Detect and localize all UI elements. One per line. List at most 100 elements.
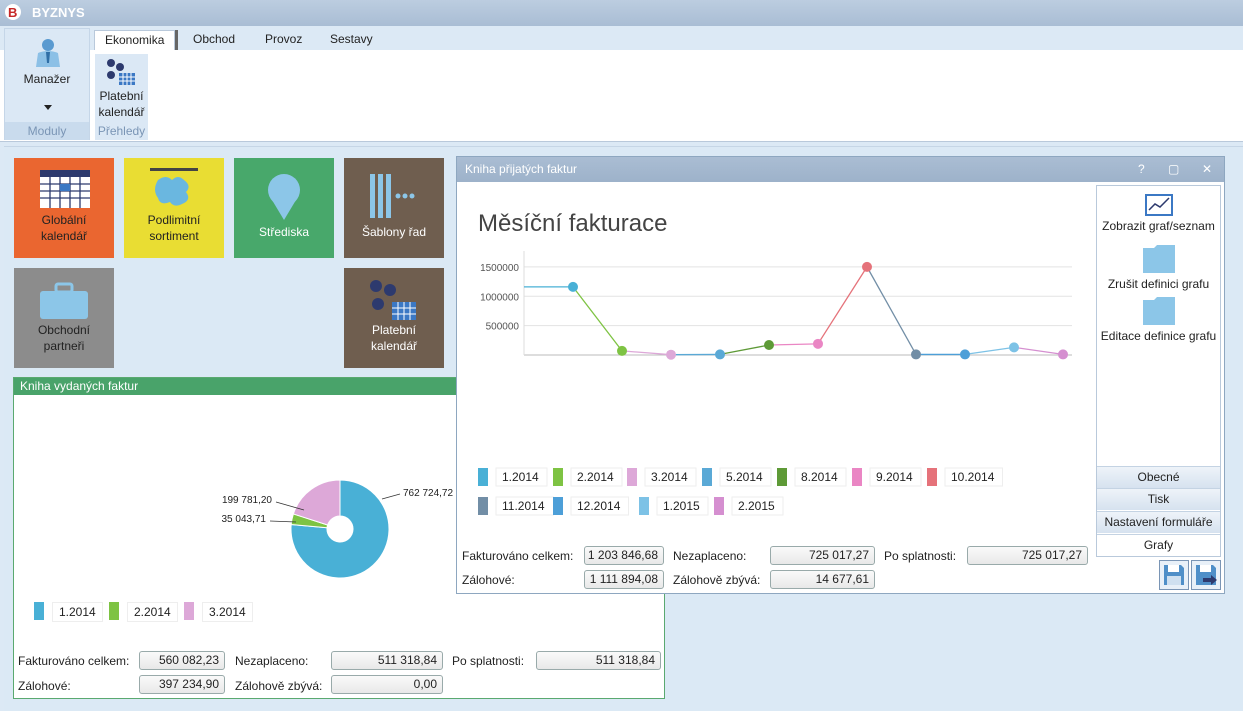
platebni-kalendar-button[interactable]: Platební kalendář [95,88,148,120]
nezaplaceno-field[interactable]: 725 017,27 [770,546,875,565]
folder-icon [1142,245,1175,273]
pie-slice [290,479,390,579]
zalohove-label: Zálohové: [18,679,71,693]
legend-label: 2.2015 [738,499,775,513]
prehledy-group: Platební kalendář Přehledy [95,54,148,140]
window-title: Kniha přijatých faktur [457,157,1224,182]
data-point [1058,349,1068,360]
manager-button[interactable]: Manažer [23,72,71,86]
fakturovano-field[interactable]: 560 082,23 [139,651,225,670]
legend-box [944,467,1003,487]
legend-box [495,467,548,487]
pie-leader-line [381,493,401,500]
legend-label: 11.2014 [502,499,545,513]
y-tick-label: 1000000 [480,292,519,303]
zalohove-label: Zálohové: [462,573,515,587]
payment-calendar-icon[interactable] [105,57,139,87]
payment-calendar-icon [370,280,416,320]
pie-chart: 762 724,72 199 781,20 35 043,71 [222,479,453,579]
app-logo: B [5,4,21,20]
window-title-text: Kniha přijatých faktur [465,162,578,176]
chart-title: Měsíční fakturace [478,210,667,237]
nezaplaceno-label: Nezaplaceno: [673,549,747,563]
tab-obchod[interactable]: Obchod [193,32,236,46]
zbyva-field[interactable]: 0,00 [331,675,443,694]
ribbon-body [0,50,1243,142]
legend-label: 2.2014 [127,602,178,622]
tile-strediska[interactable]: Střediska [234,158,334,258]
zalohove-field[interactable]: 1 111 894,08 [584,570,664,589]
series-line [572,286,623,352]
series-line [1013,346,1064,356]
tab-provoz[interactable]: Provoz [265,32,303,46]
tab-grafy[interactable]: Grafy [1097,534,1220,556]
series-icon [370,174,415,218]
zobrazit-graf-button[interactable]: Zobrazit graf/seznam [1097,194,1220,233]
zalohove-field[interactable]: 397 234,90 [139,675,225,694]
tile-sablony-rad[interactable]: Šablony řad [344,158,444,258]
maximize-icon[interactable]: ▢ [1168,162,1180,176]
tile-label-1: Střediska [258,225,310,239]
series-line [621,350,672,356]
zbyva-label: Zálohově zbývá: [673,573,761,587]
legend-swatch [714,497,724,515]
posplatnosti-field[interactable]: 511 318,84 [536,651,661,670]
tab-ekonomika[interactable]: Ekonomika [94,30,176,50]
legend-swatch [927,468,937,486]
tile-label-1: Obchodní [37,323,91,337]
zrusit-definici-button[interactable]: Zrušit definici grafu [1097,244,1220,291]
briefcase-icon [40,282,88,319]
series-line [817,266,868,345]
tile-obchodni-partneri[interactable]: Obchodní partneři [14,268,114,368]
fakturovano-field[interactable]: 1 203 846,68 [584,546,664,565]
data-point [960,349,970,360]
close-icon[interactable]: ✕ [1202,162,1213,176]
tile-podlimitni-sortiment[interactable]: Podlimitní sortiment [124,158,224,258]
data-point [764,340,774,351]
legend-box [644,467,697,487]
data-point [1009,342,1019,353]
folder-icon [1142,297,1175,325]
pie-leader-line [275,501,305,511]
tile-platebni-kalendar[interactable]: Platební kalendář [344,268,444,368]
tile-label-1: Globální [41,213,87,227]
help-icon[interactable]: ? [1138,162,1145,176]
editace-definice-button[interactable]: Editace definice grafu [1097,296,1220,343]
legend-swatch [852,468,862,486]
title-bar: B BYZNYS [0,0,1243,26]
zbyva-field[interactable]: 14 677,61 [770,570,875,589]
legend-swatch [702,468,712,486]
dropdown-arrow-icon[interactable] [44,105,52,110]
tab-obecne[interactable]: Obecné [1097,466,1220,488]
legend-label: 1.2015 [663,499,700,513]
save-and-close-icon[interactable] [1191,560,1221,590]
fakturovano-label: Fakturováno celkem: [18,654,130,668]
tile-label-1: Podlimitní [147,213,201,227]
legend-label: 3.2014 [202,602,253,622]
legend-box [570,467,623,487]
nezaplaceno-field[interactable]: 511 318,84 [331,651,443,670]
y-tick-label: 1500000 [480,263,519,274]
legend-swatch [639,497,649,515]
manager-icon [36,39,60,67]
tab-tisk[interactable]: Tisk [1097,488,1220,510]
calendar-icon [40,170,90,208]
chart-icon [1144,194,1173,216]
moduly-group: Manažer Moduly [4,28,90,140]
tab-sestavy[interactable]: Sestavy [330,32,373,46]
posplatnosti-field[interactable]: 725 017,27 [967,546,1088,565]
pie-data-label: 35 043,71 [222,514,267,525]
legend-swatch [553,497,563,515]
series-line [719,344,770,356]
legend-label: 9.2014 [876,470,913,484]
save-icon[interactable] [1159,560,1189,590]
legend-label: 1.2014 [502,470,539,484]
side-panel: Zobrazit graf/seznam Zrušit definici gra… [1096,185,1221,557]
puzzle-icon [150,168,198,206]
tab-nastaveni-formulare[interactable]: Nastavení formuláře [1097,511,1220,533]
legend-label: 10.2014 [951,470,995,484]
data-point [617,345,627,356]
tile-globalni-kalendar[interactable]: Globální kalendář [14,158,114,258]
data-point [862,261,872,272]
series-line [768,343,819,346]
